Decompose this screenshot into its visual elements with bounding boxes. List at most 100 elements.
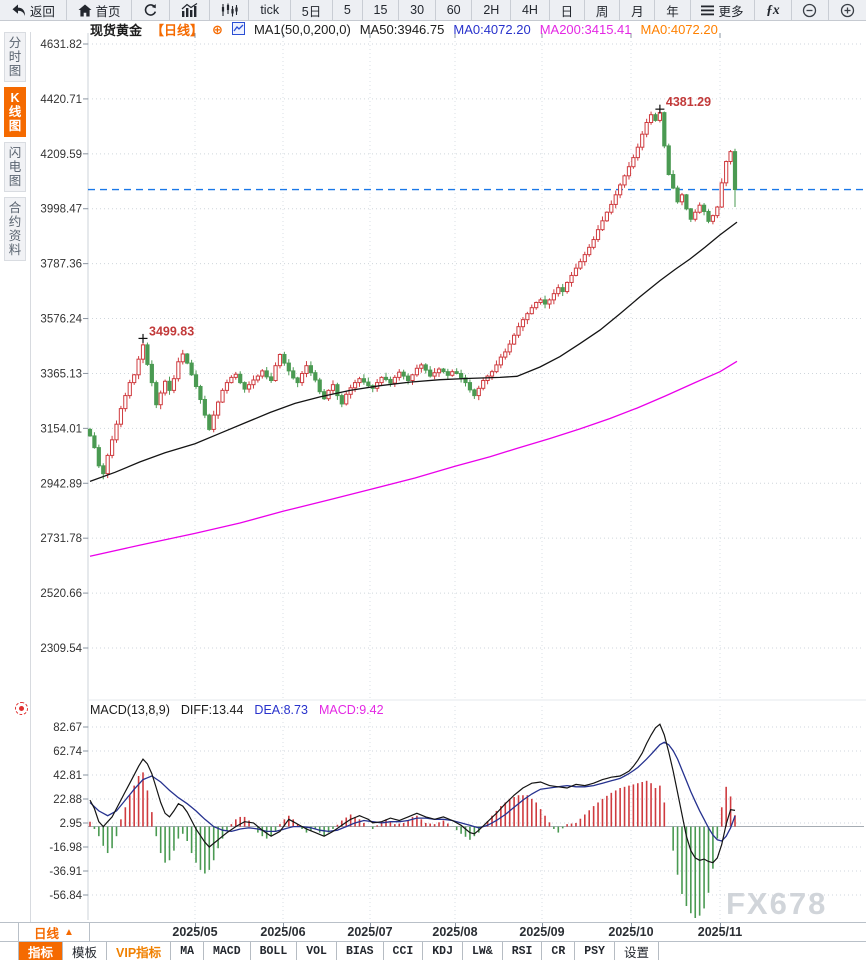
toolbar-back-button[interactable]: 返回 — [0, 0, 67, 20]
macd-macd-value: MACD:9.42 — [318, 703, 384, 717]
toolbar-week-button[interactable]: 周 — [585, 0, 621, 20]
svg-text:3365.13: 3365.13 — [40, 368, 82, 380]
tab-指标[interactable]: 指标 — [18, 942, 64, 960]
moving-averages-layer — [89, 221, 738, 557]
toolbar-zoom-out-button[interactable] — [792, 0, 830, 20]
x-axis-tick — [370, 923, 371, 927]
volume-bars-icon — [221, 3, 238, 17]
tab-KDJ[interactable]: KDJ — [423, 942, 463, 960]
toolbar-refresh-button[interactable] — [132, 0, 171, 20]
tab-设置[interactable]: 设置 — [615, 942, 659, 960]
axis-labels-layer: 4631.82 4420.71 4209.59 3998.47 3787.36 3576.… — [40, 39, 82, 902]
menu-icon — [701, 5, 715, 16]
period-selector-label: 日线 — [34, 926, 60, 941]
x-axis-month-label: 2025/06 — [260, 925, 306, 939]
toolbar-m30-button[interactable]: 30 — [399, 0, 436, 20]
tab-PSY[interactable]: PSY — [575, 942, 615, 960]
tab-LW&[interactable]: LW& — [463, 942, 503, 960]
x-axis-month-label: 2025/10 — [608, 925, 654, 939]
toolbar-fx-label: ƒx — [766, 2, 780, 17]
svg-text:22.88: 22.88 — [53, 794, 82, 806]
svg-text:4420.71: 4420.71 — [40, 94, 82, 106]
svg-text:4209.59: 4209.59 — [40, 149, 82, 161]
indicator-tabs-row: 指标 模板 VIP指标 MA MACD BOLL VOL BIAS CCI KDJ LW& RSI CR… — [0, 941, 866, 960]
macd-title: MACD(13,8,9) — [90, 703, 170, 717]
x-axis-month-label: 2025/07 — [347, 925, 393, 939]
x-axis-tick — [542, 923, 543, 927]
svg-text:2942.89: 2942.89 — [40, 478, 82, 490]
x-axis-tick — [455, 923, 456, 927]
sidebar-item-0[interactable]: 分时图 — [4, 32, 26, 82]
toolbar-fx-button[interactable]: ƒx — [755, 0, 792, 20]
x-axis-month-label: 2025/11 — [697, 925, 743, 939]
svg-text:2520.66: 2520.66 — [40, 588, 82, 600]
sidebar-item-3[interactable]: 合约资料 — [4, 197, 26, 261]
toolbar-back-label: 返回 — [29, 4, 55, 19]
refresh-icon — [143, 3, 158, 18]
toolbar-5d-label: 5日 — [301, 4, 322, 19]
period-selector[interactable]: 日线 ▲ — [18, 923, 90, 941]
candles-layer — [87, 109, 738, 480]
zoom-out-icon — [802, 3, 817, 18]
sidebar-item-1[interactable]: K线图 — [4, 87, 26, 137]
tab-MACD[interactable]: MACD — [204, 942, 251, 960]
tab-MA[interactable]: MA — [171, 942, 204, 960]
toolbar-tick-button[interactable]: tick — [249, 0, 291, 20]
toolbar-day-button[interactable]: 日 — [550, 0, 586, 20]
trend-chart-icon — [181, 3, 198, 17]
toolbar-more-label: 更多 — [718, 4, 744, 19]
tab-VIP指标[interactable]: VIP指标 — [107, 942, 172, 960]
toolbar-h2-label: 2H — [483, 3, 500, 17]
tab-RSI[interactable]: RSI — [503, 942, 543, 960]
toolbar-volume-chart-button[interactable] — [210, 0, 250, 20]
toolbar-more-button[interactable]: 更多 — [691, 0, 756, 20]
x-axis-month-label: 2025/09 — [519, 925, 565, 939]
toolbar-h2-button[interactable]: 2H — [472, 0, 512, 20]
tab-BOLL[interactable]: BOLL — [251, 942, 298, 960]
toolbar-trend-chart-button[interactable] — [170, 0, 210, 20]
toolbar-year-label: 年 — [666, 4, 679, 19]
svg-text:2731.78: 2731.78 — [40, 533, 82, 545]
toolbar-m60-label: 60 — [446, 3, 461, 17]
add-indicator-button[interactable]: ⊕ — [212, 21, 223, 37]
tab-BIAS[interactable]: BIAS — [337, 942, 384, 960]
toolbar-5d-button[interactable]: 5日 — [291, 0, 334, 20]
svg-text:3154.01: 3154.01 — [40, 423, 82, 435]
svg-text:-56.84: -56.84 — [49, 890, 82, 902]
toolbar-month-label: 月 — [631, 4, 644, 19]
toolbar-home-label: 首页 — [95, 4, 121, 19]
toolbar-home-button[interactable]: 首页 — [67, 0, 133, 20]
x-axis-month-label: 2025/08 — [432, 925, 478, 939]
x-axis-tick — [720, 923, 721, 927]
tab-CR[interactable]: CR — [542, 942, 576, 960]
toolbar-month-button[interactable]: 月 — [620, 0, 656, 20]
svg-text:2.95: 2.95 — [60, 818, 82, 830]
svg-text:3787.36: 3787.36 — [40, 259, 82, 271]
tab-模板[interactable]: 模板 — [63, 942, 108, 960]
toolbar-m5-label: 5 — [343, 3, 351, 17]
sidebar-item-2[interactable]: 闪电图 — [4, 142, 26, 192]
toolbar-h4-button[interactable]: 4H — [511, 0, 550, 20]
toolbar-zoom-in-button[interactable] — [829, 0, 866, 20]
triangle-up-icon: ▲ — [64, 926, 74, 938]
gutter-divider — [30, 32, 31, 922]
tab-CCI[interactable]: CCI — [384, 942, 424, 960]
toolbar-m5-button[interactable]: 5 — [333, 0, 363, 20]
svg-text:3576.24: 3576.24 — [40, 314, 82, 326]
toolbar-year-button[interactable]: 年 — [655, 0, 691, 20]
period-tag: 【日线】 — [151, 23, 204, 38]
mini-chart-icon — [231, 21, 245, 38]
svg-text:3998.47: 3998.47 — [40, 204, 82, 216]
toolbar-m15-button[interactable]: 15 — [363, 0, 400, 20]
annotations-layer: 3499.83 4381.29 — [138, 95, 711, 343]
symbol-header: 现货黄金 【日线】 ⊕ MA1(50,0,200,0) MA50:3946.75… — [90, 21, 718, 38]
macd-diff-value: DIFF:13.44 — [180, 703, 244, 717]
home-icon — [78, 4, 92, 17]
svg-text:4381.29: 4381.29 — [666, 95, 711, 109]
macd-header: MACD(13,8,9) DIFF:13.44 DEA:8.73 MACD:9.… — [90, 703, 384, 717]
tab-VOL[interactable]: VOL — [297, 942, 337, 960]
toolbar-m60-button[interactable]: 60 — [436, 0, 473, 20]
indicator-settings-icon[interactable] — [15, 702, 28, 715]
x-axis-month-label: 2025/05 — [172, 925, 218, 939]
